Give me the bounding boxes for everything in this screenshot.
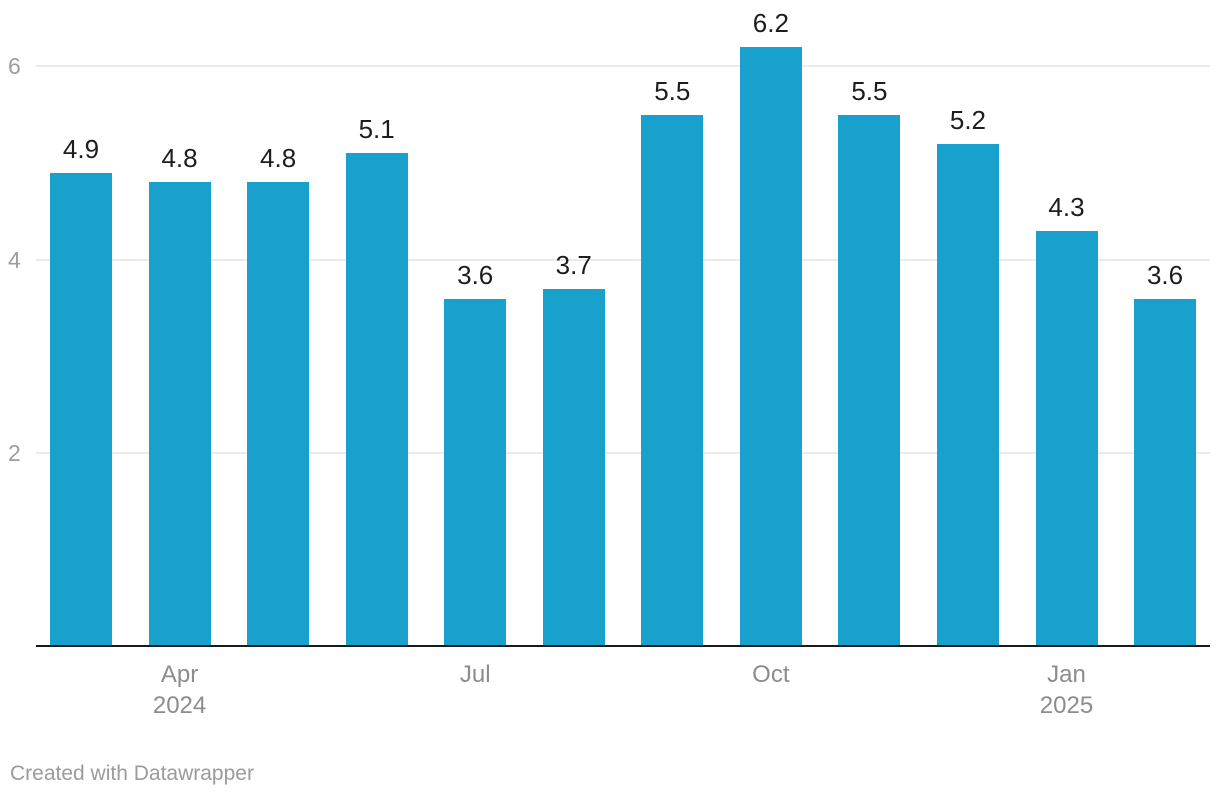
bar-value-label: 5.2	[949, 104, 987, 135]
bar-value-label: 5.1	[358, 114, 395, 145]
x-tick-label-line: Apr	[160, 661, 199, 688]
y-tick-label: 6	[8, 53, 21, 80]
bar-value-label: 4.8	[260, 143, 297, 174]
bar-value-label: 4.8	[161, 143, 198, 174]
bar[interactable]	[1035, 230, 1098, 647]
y-tick-label: 2	[8, 440, 21, 467]
bar[interactable]	[838, 114, 901, 647]
bar[interactable]	[936, 143, 999, 647]
bar-value-label: 3.7	[555, 249, 592, 280]
x-tick-label-line: Jan	[1047, 661, 1086, 688]
x-tick-label: Apr 2024	[110, 659, 250, 721]
bar[interactable]	[50, 172, 112, 647]
gridline	[36, 258, 1210, 261]
bar[interactable]	[247, 182, 310, 647]
bar-value-label: 5.5	[851, 75, 888, 106]
bar-value-label: 3.6	[457, 259, 494, 290]
y-tick-label: 4	[8, 246, 21, 273]
x-tick-label-line: Oct	[752, 661, 790, 688]
bar-chart: 2 4 6 4.9 4.8 4.8 5.1 3.6 3.7 5.5 6.2 5.5 5.2 4.3 3.6…	[8, 7, 1210, 721]
bar-value-label: 5.5	[654, 75, 691, 106]
bar-value-label: 3.6	[1146, 259, 1184, 290]
x-tick-label-line: 2025	[1039, 692, 1094, 719]
bar[interactable]	[542, 288, 605, 647]
datawrapper-credit[interactable]: Created with Datawrapper	[10, 762, 254, 785]
x-tick-label-line: Jul	[459, 661, 491, 688]
bar[interactable]	[641, 114, 704, 647]
bar-value-label: 6.2	[752, 7, 789, 38]
x-axis-line	[36, 645, 1210, 647]
bar[interactable]	[1134, 298, 1197, 647]
bar[interactable]	[345, 153, 408, 647]
bar-value-label: 4.9	[62, 133, 100, 164]
x-tick-label: Oct	[701, 659, 841, 690]
x-tick-label: Jan 2025	[997, 659, 1137, 721]
x-tick-label-line: 2024	[152, 692, 207, 719]
gridline	[36, 65, 1210, 68]
bar[interactable]	[444, 298, 507, 647]
bar[interactable]	[148, 182, 211, 647]
bar[interactable]	[739, 46, 802, 647]
bar-value-label: 4.3	[1048, 191, 1085, 222]
gridline	[36, 452, 1210, 455]
x-tick-label: Jul	[405, 659, 545, 690]
